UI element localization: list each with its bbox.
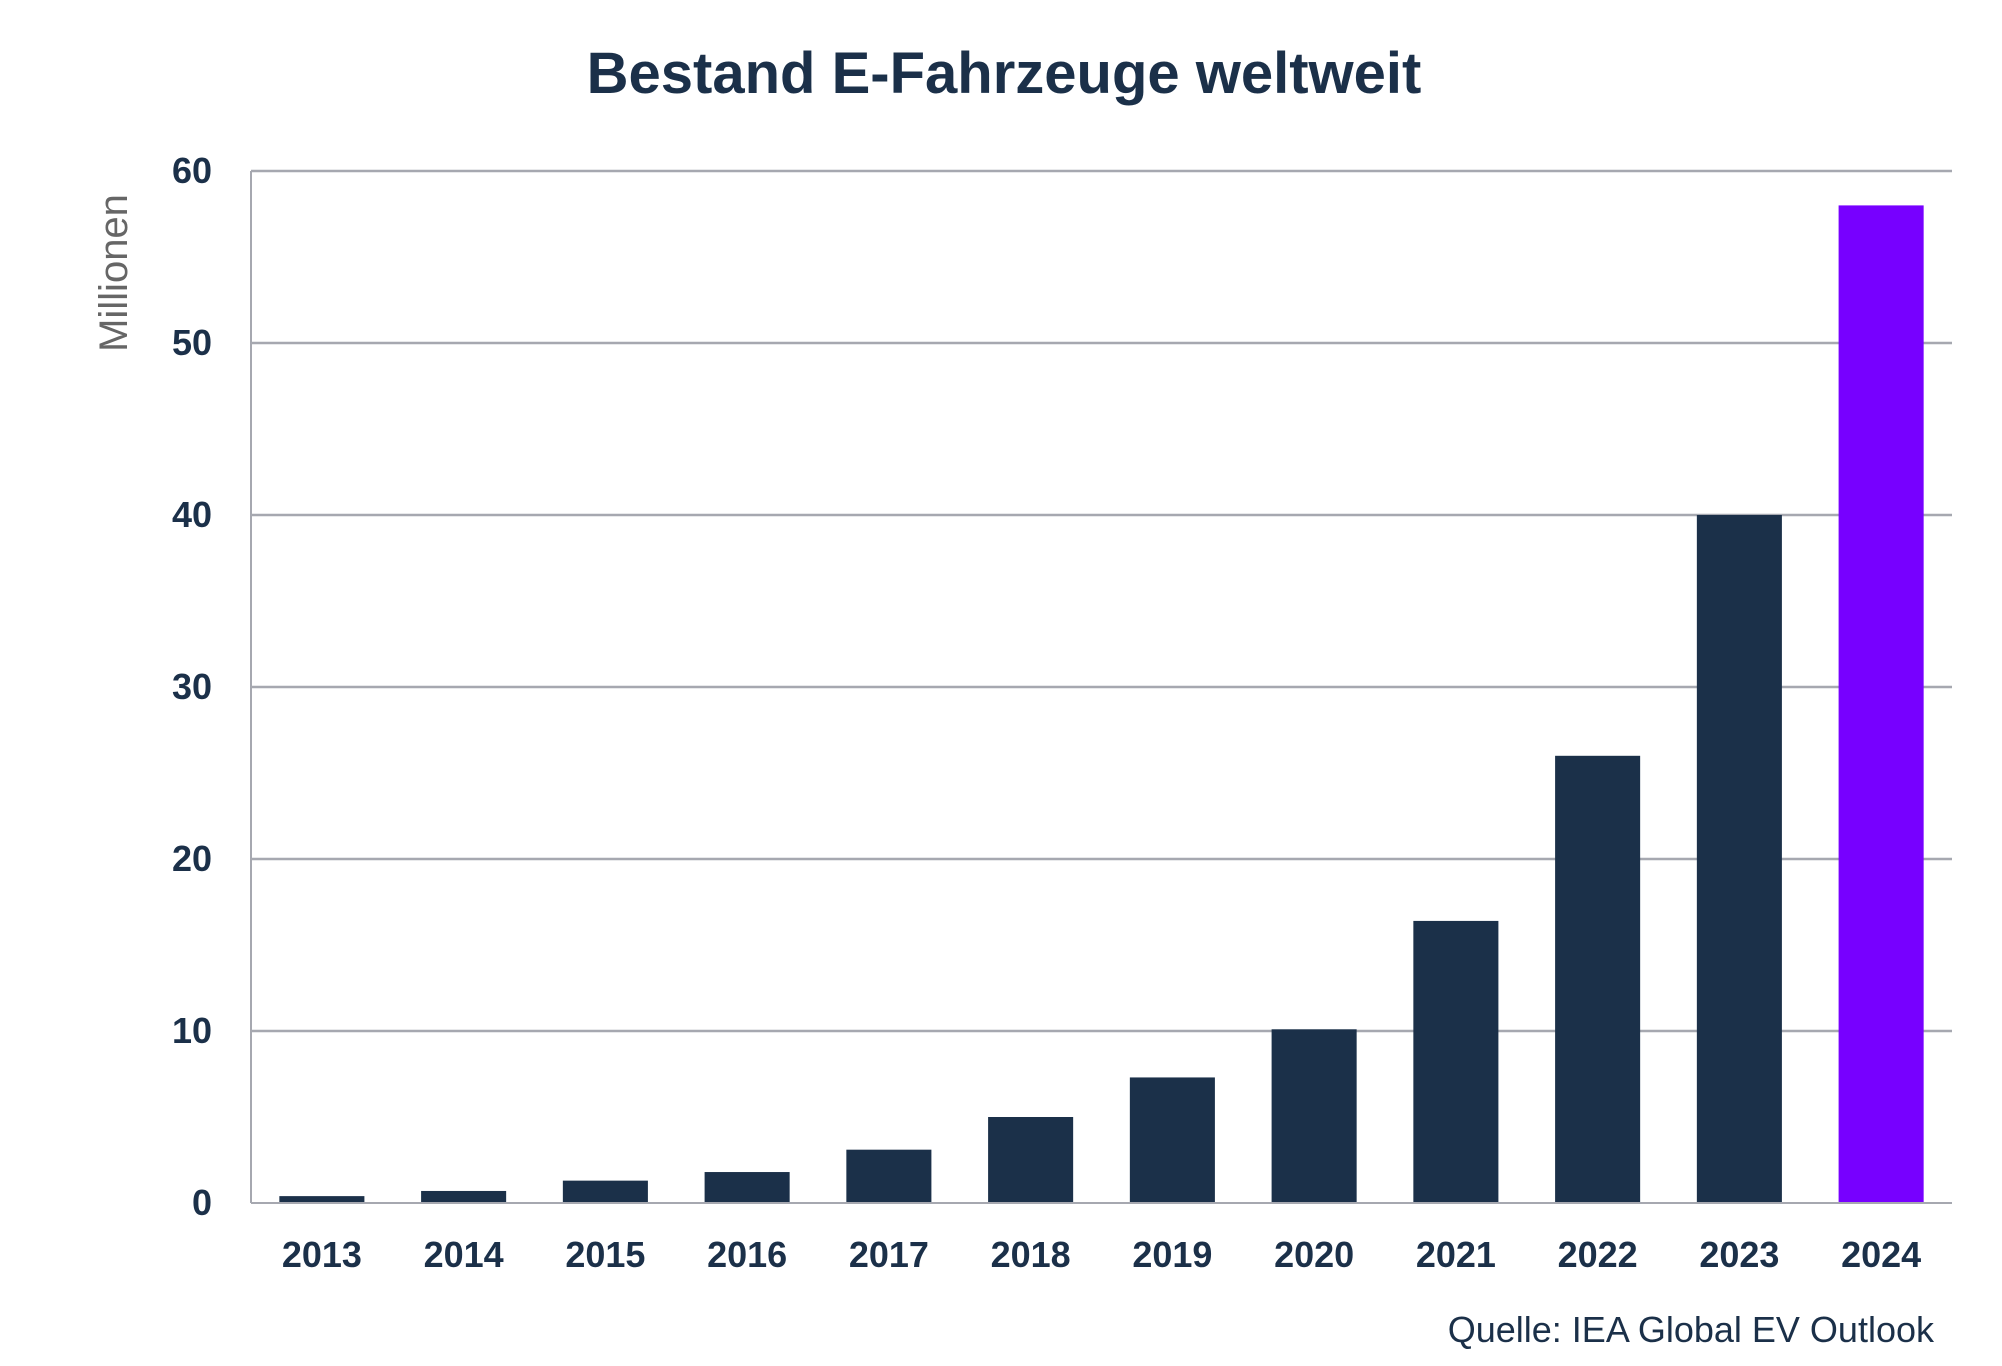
bar-2015 bbox=[562, 1180, 648, 1203]
bar-2023 bbox=[1696, 515, 1782, 1203]
y-tick-label: 50 bbox=[172, 322, 212, 363]
y-axis-ticks: 0 10 20 30 40 50 60 bbox=[172, 150, 212, 1223]
bar-2013 bbox=[279, 1196, 365, 1203]
y-tick-label: 20 bbox=[172, 838, 212, 879]
bar-2022 bbox=[1555, 755, 1641, 1203]
y-tick-label: 10 bbox=[172, 1010, 212, 1051]
x-axis-ticks: 2013 2014 2015 2016 2017 2018 2019 2020 2021 2022… bbox=[282, 1234, 1921, 1275]
x-tick-label: 2024 bbox=[1841, 1234, 1921, 1275]
bar-2014 bbox=[421, 1190, 507, 1203]
y-axis-label: Millionen bbox=[92, 194, 136, 352]
x-tick-label: 2017 bbox=[849, 1234, 929, 1275]
y-tick-label: 30 bbox=[172, 666, 212, 707]
y-tick-label: 0 bbox=[192, 1182, 212, 1223]
x-tick-label: 2019 bbox=[1132, 1234, 1212, 1275]
x-tick-label: 2023 bbox=[1699, 1234, 1779, 1275]
y-tick-label: 40 bbox=[172, 494, 212, 535]
bar-2020 bbox=[1271, 1029, 1357, 1203]
source-note: Quelle: IEA Global EV Outlook bbox=[1448, 1309, 1935, 1350]
x-tick-label: 2016 bbox=[707, 1234, 787, 1275]
bars bbox=[279, 205, 1924, 1203]
x-tick-label: 2022 bbox=[1558, 1234, 1638, 1275]
bar-2016 bbox=[704, 1172, 790, 1203]
x-tick-label: 2018 bbox=[991, 1234, 1071, 1275]
bar-2021 bbox=[1413, 920, 1499, 1203]
x-tick-label: 2015 bbox=[565, 1234, 645, 1275]
bar-2024 bbox=[1838, 205, 1924, 1203]
bar-2018 bbox=[988, 1117, 1074, 1203]
x-tick-label: 2020 bbox=[1274, 1234, 1354, 1275]
bar-2017 bbox=[846, 1149, 932, 1203]
bar-2019 bbox=[1129, 1077, 1215, 1203]
x-tick-label: 2013 bbox=[282, 1234, 362, 1275]
chart-title: Bestand E-Fahrzeuge weltweit bbox=[587, 41, 1422, 106]
x-tick-label: 2014 bbox=[424, 1234, 504, 1275]
grid-lines bbox=[251, 169, 1952, 1033]
y-tick-label: 60 bbox=[172, 150, 212, 191]
x-tick-label: 2021 bbox=[1416, 1234, 1496, 1275]
